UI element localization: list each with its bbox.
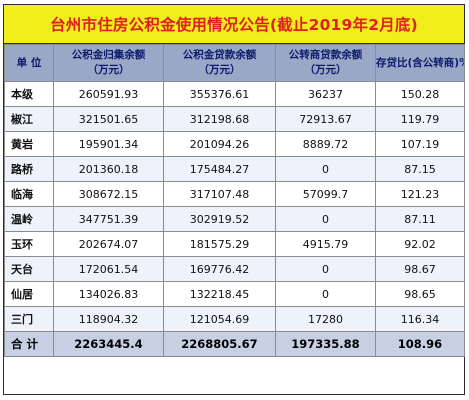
table-row: 路桥 201360.18 175484.27 0 87.15 xyxy=(4,156,465,182)
row-unit-name: 仙居 xyxy=(4,281,54,307)
table-row: 玉环 202674.07 181575.29 4915.79 92.02 xyxy=(4,231,465,257)
row-fund-balance: 134026.83 xyxy=(53,281,164,307)
row-commercial-balance: 0 xyxy=(275,256,376,282)
row-fund-balance: 260591.93 xyxy=(53,81,164,107)
row-commercial-balance: 72913.67 xyxy=(275,106,376,132)
row-fund-balance: 201360.18 xyxy=(53,156,164,182)
table-row: 温岭 347751.39 302919.52 0 87.11 xyxy=(4,206,465,232)
row-commercial-balance: 17280 xyxy=(275,306,376,332)
row-loan-balance: 121054.69 xyxy=(163,306,276,332)
total-row: 合 计 2263445.4 2268805.67 197335.88 108.9… xyxy=(4,331,465,357)
row-loan-balance: 201094.26 xyxy=(163,131,276,157)
row-ratio: 87.15 xyxy=(375,156,465,182)
row-loan-balance: 132218.45 xyxy=(163,281,276,307)
header-fund-balance: 公积金归集余额 （万元） xyxy=(53,44,164,82)
row-loan-balance: 355376.61 xyxy=(163,81,276,107)
table-row: 椒江 321501.65 312198.68 72913.67 119.79 xyxy=(4,106,465,132)
header-fund-balance-line1: 公积金归集余额 xyxy=(71,49,146,61)
header-commercial-balance-line2: （万元） xyxy=(304,64,347,76)
header-commercial-balance-line1: 公转商贷款余额 xyxy=(288,49,363,61)
row-ratio: 87.11 xyxy=(375,206,465,232)
table-row: 本级 260591.93 355376.61 36237 150.28 xyxy=(4,81,465,107)
total-label: 合 计 xyxy=(4,331,54,357)
row-commercial-balance: 4915.79 xyxy=(275,231,376,257)
row-ratio: 98.65 xyxy=(375,281,465,307)
header-fund-balance-line2: （万元） xyxy=(87,64,130,76)
row-ratio: 119.79 xyxy=(375,106,465,132)
row-unit-name: 玉环 xyxy=(4,231,54,257)
row-unit-name: 黄岩 xyxy=(4,131,54,157)
row-fund-balance: 118904.32 xyxy=(53,306,164,332)
row-unit-name: 温岭 xyxy=(4,206,54,232)
header-row: 单 位 公积金归集余额 （万元） 公积金贷款余额 （万元） 公转商贷款余额 （万… xyxy=(4,44,465,82)
row-loan-balance: 317107.48 xyxy=(163,181,276,207)
row-commercial-balance: 36237 xyxy=(275,81,376,107)
page-title: 台州市住房公积金使用情况公告(截止2019年2月底) xyxy=(4,5,464,44)
row-ratio: 121.23 xyxy=(375,181,465,207)
row-unit-name: 椒江 xyxy=(4,106,54,132)
row-loan-balance: 175484.27 xyxy=(163,156,276,182)
header-ratio: 存贷比(含公转商)% xyxy=(375,44,465,82)
row-loan-balance: 169776.42 xyxy=(163,256,276,282)
row-unit-name: 天台 xyxy=(4,256,54,282)
row-loan-balance: 312198.68 xyxy=(163,106,276,132)
table-body: 本级 260591.93 355376.61 36237 150.28 椒江 321501.… xyxy=(4,81,465,332)
row-fund-balance: 172061.54 xyxy=(53,256,164,282)
row-commercial-balance: 8889.72 xyxy=(275,131,376,157)
header-loan-balance-line1: 公积金贷款余额 xyxy=(182,49,257,61)
row-unit-name: 三门 xyxy=(4,306,54,332)
fund-usage-table: 单 位 公积金归集余额 （万元） 公积金贷款余额 （万元） 公转商贷款余额 （万… xyxy=(4,44,465,357)
table-row: 黄岩 195901.34 201094.26 8889.72 107.19 xyxy=(4,131,465,157)
row-fund-balance: 308672.15 xyxy=(53,181,164,207)
table-row: 临海 308672.15 317107.48 57099.7 121.23 xyxy=(4,181,465,207)
table-row: 三门 118904.32 121054.69 17280 116.34 xyxy=(4,306,465,332)
table-row: 天台 172061.54 169776.42 0 98.67 xyxy=(4,256,465,282)
total-balance: 2263445.4 xyxy=(53,331,164,357)
row-unit-name: 路桥 xyxy=(4,156,54,182)
header-loan-balance: 公积金贷款余额 （万元） xyxy=(163,44,276,82)
row-commercial-balance: 0 xyxy=(275,281,376,307)
row-fund-balance: 321501.65 xyxy=(53,106,164,132)
row-commercial-balance: 57099.7 xyxy=(275,181,376,207)
row-ratio: 116.34 xyxy=(375,306,465,332)
announcement-table-frame: 台州市住房公积金使用情况公告(截止2019年2月底) 单 位 公积金归集余额 （… xyxy=(3,4,465,395)
row-fund-balance: 195901.34 xyxy=(53,131,164,157)
row-commercial-balance: 0 xyxy=(275,206,376,232)
total-loan: 2268805.67 xyxy=(163,331,276,357)
row-ratio: 150.28 xyxy=(375,81,465,107)
header-commercial-balance: 公转商贷款余额 （万元） xyxy=(275,44,376,82)
header-loan-balance-line2: （万元） xyxy=(198,64,241,76)
row-unit-name: 临海 xyxy=(4,181,54,207)
row-fund-balance: 347751.39 xyxy=(53,206,164,232)
row-ratio: 107.19 xyxy=(375,131,465,157)
header-unit: 单 位 xyxy=(4,44,54,82)
row-fund-balance: 202674.07 xyxy=(53,231,164,257)
row-commercial-balance: 0 xyxy=(275,156,376,182)
row-loan-balance: 302919.52 xyxy=(163,206,276,232)
total-ratio: 108.96 xyxy=(375,331,465,357)
row-loan-balance: 181575.29 xyxy=(163,231,276,257)
table-row: 仙居 134026.83 132218.45 0 98.65 xyxy=(4,281,465,307)
row-unit-name: 本级 xyxy=(4,81,54,107)
row-ratio: 98.67 xyxy=(375,256,465,282)
row-ratio: 92.02 xyxy=(375,231,465,257)
total-commercial: 197335.88 xyxy=(275,331,376,357)
